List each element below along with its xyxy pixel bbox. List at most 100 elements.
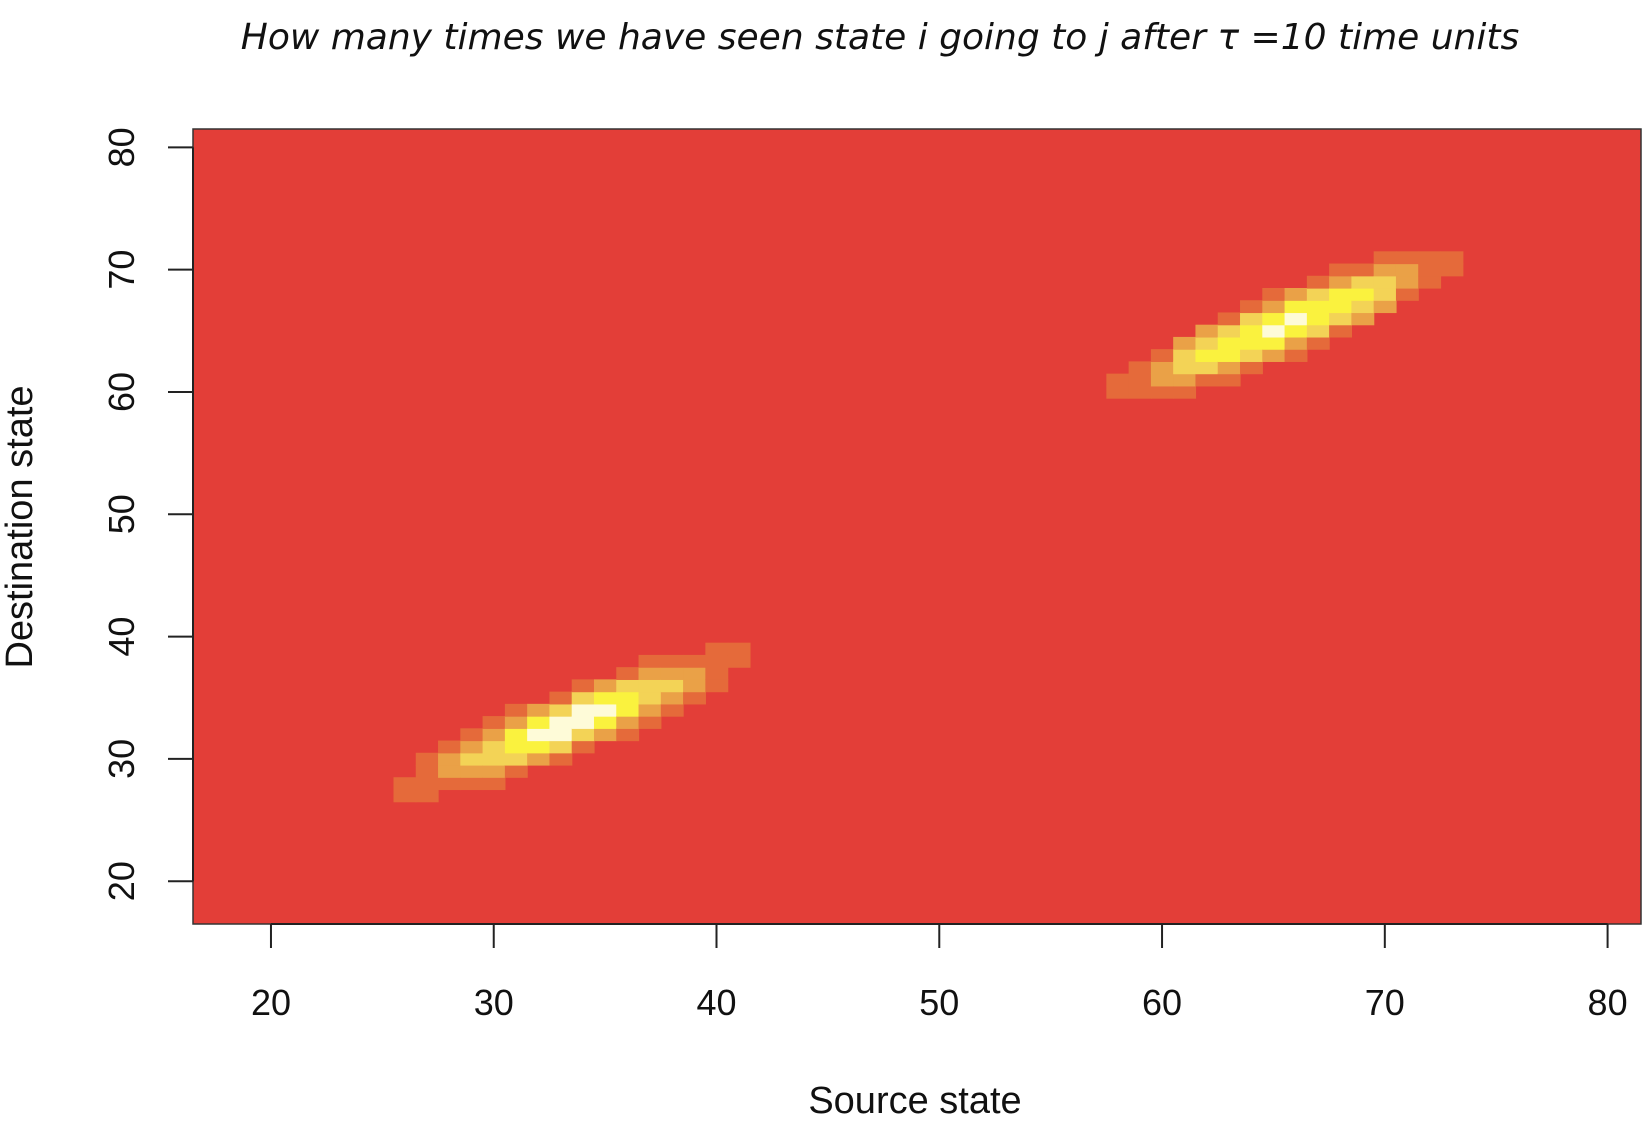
heatmap-cell [549, 740, 573, 754]
heatmap-cell [1284, 288, 1308, 301]
heatmap-cell [1329, 312, 1352, 326]
heatmap-cell [460, 740, 484, 754]
heatmap-cell [1284, 336, 1308, 350]
heatmap-cell [482, 752, 506, 766]
heatmap-cell [1262, 312, 1286, 326]
heatmap-cell [683, 679, 706, 693]
heatmap-cell [1351, 312, 1375, 326]
heatmap-cell [1195, 349, 1219, 362]
heatmap-cell [1106, 385, 1130, 399]
heatmap-cell [616, 728, 640, 742]
heatmap-cell [1284, 349, 1308, 362]
y-tick-label: 20 [101, 861, 142, 901]
heatmap-cell [1284, 324, 1308, 338]
x-tick-label: 40 [696, 982, 736, 1023]
heatmap-cell [638, 654, 662, 668]
heatmap-cell [1329, 263, 1352, 277]
heatmap-cell [1173, 373, 1197, 387]
x-tick-label: 20 [251, 982, 291, 1023]
heatmap-cell [1262, 300, 1286, 314]
heatmap-cell [660, 679, 684, 693]
heatmap-cell [1173, 336, 1197, 350]
heatmap-cell [460, 728, 484, 742]
heatmap-cell [727, 654, 751, 668]
heatmap-cell [527, 703, 551, 717]
heatmap-cell [1440, 251, 1464, 265]
heatmap-cell [482, 740, 506, 754]
heatmap-cell [1195, 336, 1219, 350]
heatmap-cell [527, 752, 551, 766]
heatmap-cell [1395, 251, 1419, 265]
heatmap-cell [549, 691, 573, 705]
heatmap-cell [727, 642, 751, 656]
heatmap-cell [1329, 275, 1352, 289]
heatmap-cell [504, 703, 528, 717]
heatmap-cell [1306, 336, 1330, 350]
heatmap-cell [482, 728, 506, 742]
heatmap-cell [460, 752, 484, 766]
heatmap-background [193, 129, 1641, 924]
heatmap-cell [1284, 312, 1308, 326]
y-tick-label: 50 [101, 494, 142, 534]
y-tick-label: 70 [101, 250, 142, 290]
heatmap-cell [1217, 324, 1241, 338]
heatmap-cell [1418, 263, 1442, 277]
heatmap-cell [616, 716, 640, 729]
heatmap-cell [1240, 361, 1263, 375]
heatmap-cell [593, 703, 617, 717]
heatmap-cell [1106, 373, 1130, 387]
heatmap-cell [616, 703, 640, 717]
heatmap-cell [683, 667, 706, 680]
chart-title: How many times we have seen state i goin… [241, 17, 1520, 58]
heatmap-cell [1240, 336, 1263, 350]
heatmap-cells [193, 129, 1641, 924]
heatmap-cell [482, 765, 506, 778]
heatmap-cell [1240, 349, 1263, 362]
heatmap-cell [1440, 263, 1464, 277]
heatmap-cell [1284, 300, 1308, 314]
heatmap-cell [660, 654, 684, 668]
heatmap-cell [1262, 288, 1286, 301]
heatmap-cell [593, 691, 617, 705]
heatmap-cell [415, 789, 439, 803]
heatmap-cell [571, 740, 595, 754]
heatmap-cell [571, 679, 595, 693]
heatmap-cell [593, 679, 617, 693]
heatmap-cell [616, 679, 640, 693]
heatmap-cell [705, 679, 729, 693]
heatmap-cell [1217, 336, 1241, 350]
heatmap-cell [415, 777, 439, 791]
heatmap-cell [1173, 361, 1197, 375]
x-tick-label: 70 [1365, 982, 1405, 1023]
heatmap-cell [1128, 373, 1152, 387]
heatmap-cell [415, 752, 439, 766]
heatmap-cell [660, 691, 684, 705]
heatmap-cell [1217, 361, 1241, 375]
heatmap-cell [1262, 349, 1286, 362]
heatmap-cell [660, 667, 684, 680]
y-axis: 20 30 40 50 60 70 80 [101, 127, 194, 901]
heatmap-cell [1329, 324, 1352, 338]
heatmap-cell [504, 752, 528, 766]
x-tick-label: 60 [1142, 982, 1182, 1023]
heatmap-cell [549, 716, 573, 729]
heatmap-cell [1128, 361, 1152, 375]
y-tick-label: 80 [101, 127, 142, 167]
heatmap-cell [1306, 300, 1330, 314]
heatmap-cell [1240, 312, 1263, 326]
heatmap-cell [1373, 275, 1397, 289]
heatmap-cell [1217, 312, 1241, 326]
heatmap-cell [705, 654, 729, 668]
heatmap-cell [616, 691, 640, 705]
heatmap-cell [415, 765, 439, 778]
heatmap-cell [527, 740, 551, 754]
x-tick-label: 80 [1588, 982, 1628, 1023]
heatmap-cell [438, 765, 461, 778]
heatmap-cell [1351, 275, 1375, 289]
heatmap-cell [1351, 300, 1375, 314]
heatmap-cell [549, 728, 573, 742]
heatmap-cell [482, 716, 506, 729]
heatmap-cell [393, 777, 417, 791]
heatmap-cell [438, 752, 461, 766]
